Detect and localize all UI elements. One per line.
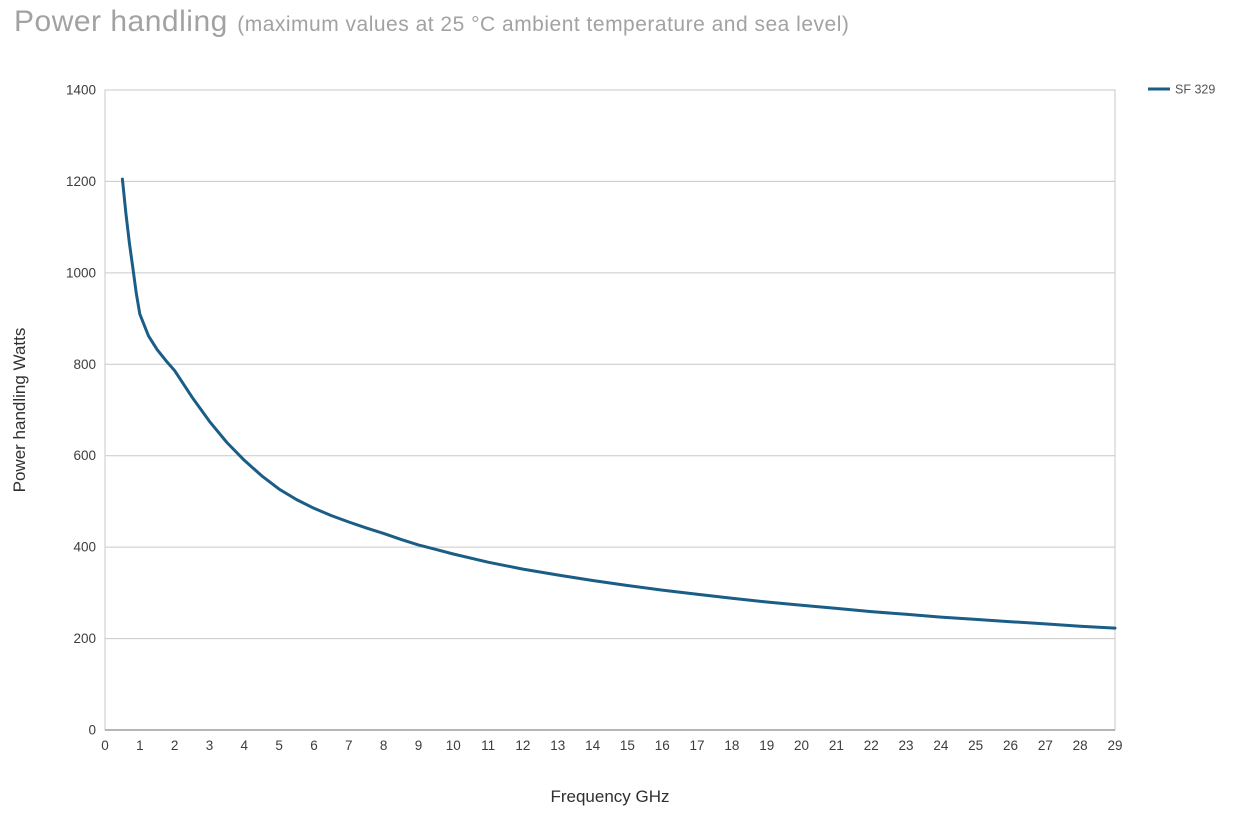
x-tick-13: 13	[550, 738, 565, 753]
x-tick-11: 11	[481, 738, 495, 753]
x-tick-17: 17	[690, 738, 705, 753]
y-tick-labels: 0 200 400 600 800 1000 1200 1400	[66, 83, 96, 738]
series-line-sf-329	[120, 177, 1117, 630]
x-tick-19: 19	[759, 738, 774, 753]
x-tick-1: 1	[136, 738, 144, 753]
page-title: Power handling (maximum values at 25 °C …	[14, 2, 849, 39]
x-tick-8: 8	[380, 738, 388, 753]
x-tick-3: 3	[206, 738, 214, 753]
legend-label-sf-329: SF 329	[1175, 83, 1215, 97]
y-tick-1200: 1200	[66, 174, 96, 189]
x-tick-21: 21	[829, 738, 844, 753]
x-tick-9: 9	[415, 738, 423, 753]
chart-title: Power handling	[14, 5, 228, 38]
x-tick-28: 28	[1073, 738, 1088, 753]
y-tick-200: 200	[73, 631, 96, 646]
x-tick-4: 4	[241, 738, 249, 753]
y-tick-600: 600	[73, 448, 96, 463]
x-tick-12: 12	[515, 738, 530, 753]
x-tick-16: 16	[655, 738, 670, 753]
x-axis-title: Frequency GHz	[550, 787, 669, 806]
gridlines	[105, 180, 1115, 640]
y-tick-1000: 1000	[66, 265, 96, 280]
x-tick-10: 10	[446, 738, 461, 753]
x-tick-18: 18	[724, 738, 739, 753]
y-axis-title: Power handling Watts	[10, 328, 29, 493]
x-tick-7: 7	[345, 738, 353, 753]
legend: SF 329	[1148, 83, 1215, 97]
y-tick-0: 0	[88, 723, 96, 738]
x-tick-27: 27	[1038, 738, 1053, 753]
x-tick-29: 29	[1107, 738, 1122, 753]
x-tick-25: 25	[968, 738, 983, 753]
y-tick-400: 400	[73, 540, 96, 555]
plot-border	[104, 89, 1116, 731]
x-tick-22: 22	[864, 738, 879, 753]
x-tick-6: 6	[310, 738, 318, 753]
y-tick-800: 800	[73, 357, 96, 372]
x-tick-5: 5	[275, 738, 283, 753]
x-tick-15: 15	[620, 738, 635, 753]
x-tick-26: 26	[1003, 738, 1018, 753]
x-tick-23: 23	[899, 738, 914, 753]
x-tick-14: 14	[585, 738, 601, 753]
chart-subtitle: (maximum values at 25 °C ambient tempera…	[237, 13, 850, 36]
x-tick-2: 2	[171, 738, 179, 753]
x-tick-20: 20	[794, 738, 809, 753]
y-tick-1400: 1400	[66, 83, 96, 98]
x-tick-labels: 0 1 2 3 4 5 6 7 8 9 10 11 12 13 14 15 16 17 18 19 20 21 22 23 24…	[101, 738, 1122, 753]
x-tick-0: 0	[101, 738, 109, 753]
chart-area: 0 200 400 600 800 1000 1200 1400 0 1 2 3 4 5 6 7 8 9 10 11 1…	[0, 56, 1244, 816]
x-tick-24: 24	[933, 738, 949, 753]
